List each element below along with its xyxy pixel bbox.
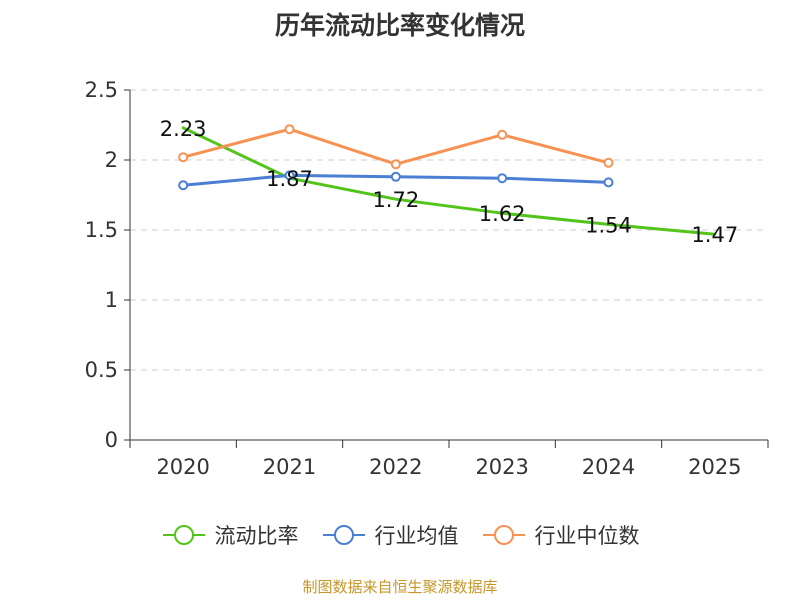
legend-label: 行业均值	[374, 524, 459, 548]
legend-label: 流动比率	[214, 524, 299, 548]
x-tick-label-2023: 2023	[475, 455, 528, 479]
series-2-point	[284, 124, 295, 135]
series-line-0	[181, 126, 717, 236]
y-tick-label: 2.5	[85, 78, 118, 102]
data-label: 2.23	[160, 117, 207, 141]
legend-swatch-icon	[322, 525, 365, 545]
x-tick-label-2025: 2025	[688, 455, 741, 479]
legend-swatch-icon	[162, 525, 205, 545]
chart-title: 历年流动比率变化情况	[274, 11, 525, 40]
data-label: 1.54	[585, 213, 632, 237]
axes: 0 0.5 1 1.5 2 2.5 2020 2021 2022 2023 2024 2025	[85, 78, 769, 479]
legend-label: 行业中位数	[534, 524, 640, 548]
y-tick-label: 2	[105, 148, 118, 172]
y-tick-label: 0	[105, 428, 118, 452]
x-tick-label-2020: 2020	[156, 455, 209, 479]
legend-item-0[interactable]: 流动比率	[161, 520, 299, 550]
legend-swatch-icon	[482, 525, 525, 545]
series-1-point	[284, 170, 295, 181]
data-labels: 2.23 1.87 1.72 1.62 1.54 1.47	[160, 117, 738, 247]
series-2-point	[497, 129, 508, 140]
data-label: 1.62	[479, 202, 526, 226]
y-tick-label: 0.5	[85, 358, 118, 382]
source-note: 制图数据来自恒生聚源数据库	[302, 578, 498, 596]
legend: 流动比率 行业均值 行业中位数	[0, 520, 800, 550]
series-1-point	[390, 171, 401, 182]
data-label: 1.87	[266, 167, 313, 191]
legend-item-2[interactable]: 行业中位数	[481, 520, 640, 550]
y-tick-label: 1	[105, 288, 118, 312]
data-label: 1.47	[691, 223, 738, 247]
y-tick-label: 1.5	[85, 218, 118, 242]
series-1-point	[603, 177, 614, 188]
legend-item-1[interactable]: 行业均值	[321, 520, 459, 550]
x-tick-label-2021: 2021	[263, 455, 316, 479]
series-2-point	[603, 157, 614, 168]
x-tick-label-2024: 2024	[582, 455, 635, 479]
series-2-point	[390, 159, 401, 170]
series-1-point	[497, 173, 508, 184]
series-lines	[178, 124, 717, 236]
grid-lines	[130, 89, 768, 371]
x-tick-label-2022: 2022	[369, 455, 422, 479]
data-label: 1.72	[372, 188, 419, 212]
series-2-point	[178, 152, 189, 163]
series-1-point	[178, 180, 189, 191]
